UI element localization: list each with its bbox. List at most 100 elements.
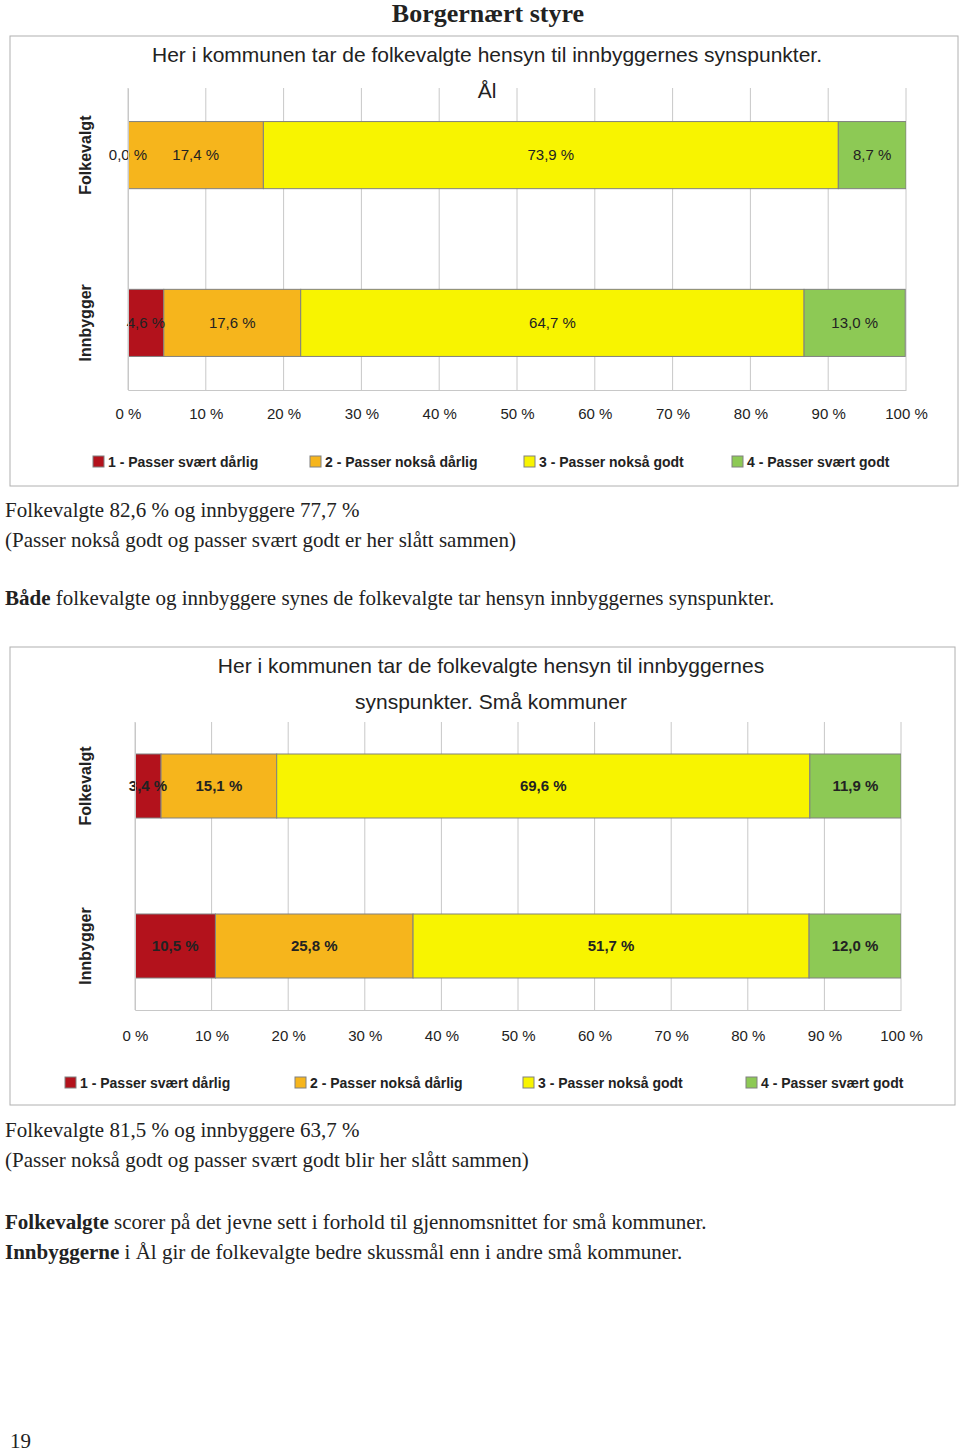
y-axis: Folkevalgt Innbygger bbox=[77, 89, 129, 391]
tick: 100 % bbox=[885, 405, 928, 422]
data-labels: 0,0 %4,6 %17,4 %17,6 %73,9 %64,7 %8,7 %1… bbox=[109, 146, 892, 331]
legend-swatch bbox=[295, 1077, 306, 1088]
tick-label: 30 % bbox=[345, 405, 379, 422]
tick-label: 10 % bbox=[195, 1027, 229, 1044]
bar bbox=[810, 754, 901, 818]
tick-label: 20 % bbox=[272, 1027, 306, 1044]
text-run: Både bbox=[5, 586, 51, 610]
data-label: 10,5 % bbox=[152, 937, 199, 954]
legend-item: 2 - Passer nokså dårlig bbox=[295, 1075, 463, 1091]
bar bbox=[413, 914, 809, 978]
grid-line bbox=[135, 722, 136, 1010]
legend-swatch bbox=[732, 456, 743, 467]
paragraph: Innbyggerne i Ål gir de folkevalgte bedr… bbox=[5, 1240, 682, 1264]
legend-label: 4 - Passer svært godt bbox=[761, 1075, 904, 1091]
tick: 60 % bbox=[578, 1027, 612, 1044]
axis-line bbox=[129, 390, 907, 391]
tick: 40 % bbox=[425, 1027, 459, 1044]
tick: Innbygger bbox=[77, 907, 94, 984]
x-axis: 0 %10 %20 %30 %40 %50 %60 %70 %80 %90 %1… bbox=[123, 1011, 923, 1044]
x-axis: 0 % 10 % 20 % 30 % 40 % 50 % 60 % 70 % 80 % 90 % 1… bbox=[116, 391, 928, 422]
paragraph: Folkevalgte 81,5 % og innbyggere 63,7 % bbox=[5, 1118, 360, 1142]
text-run: i Ål gir de folkevalgte bedre skussmål e… bbox=[119, 1240, 682, 1264]
tick: 20 % bbox=[272, 1027, 306, 1044]
data-label: 8,7 % bbox=[853, 146, 891, 163]
chart-title: Her i kommunen tar de folkevalgte hensyn… bbox=[218, 654, 764, 713]
tick: 70 % bbox=[655, 1027, 689, 1044]
text-run: Folkevalgte bbox=[5, 1210, 109, 1234]
bar bbox=[809, 914, 901, 978]
tick-label: 10 % bbox=[189, 405, 223, 422]
bar bbox=[838, 122, 906, 189]
page-number: 19 bbox=[10, 1429, 31, 1452]
tick-label: 90 % bbox=[812, 405, 846, 422]
tick: 0 % bbox=[123, 1027, 149, 1044]
chart: Her i kommunen tar de folkevalgte hensyn… bbox=[10, 36, 958, 486]
data-label: 17,4 % bbox=[172, 146, 219, 163]
data-label: 4,6 % bbox=[127, 314, 165, 331]
data-labels: 3,4 %10,5 %15,1 %25,8 %69,6 %51,7 %11,9 … bbox=[129, 777, 879, 954]
data-label: 13,0 % bbox=[831, 314, 878, 331]
page-title: Borgernært styre bbox=[392, 0, 584, 28]
legend-item: 3 - Passer nokså godt bbox=[524, 454, 684, 470]
legend-swatch bbox=[310, 456, 321, 467]
legend-item: 1 - Passer svært dårlig bbox=[93, 454, 258, 470]
tick-label: 80 % bbox=[731, 1027, 765, 1044]
text-run: (Passer nokså godt og passer svært godt … bbox=[5, 1148, 529, 1172]
tick: 70 % bbox=[656, 405, 690, 422]
tick-label: 30 % bbox=[348, 1027, 382, 1044]
chart-subtitle: Ål bbox=[478, 79, 497, 102]
y-axis: Folkevalgt Innbygger bbox=[77, 723, 136, 1011]
data-label: 17,6 % bbox=[209, 314, 256, 331]
tick-label: 50 % bbox=[500, 405, 534, 422]
bar bbox=[128, 122, 263, 189]
tick: 80 % bbox=[734, 405, 768, 422]
tick: 80 % bbox=[731, 1027, 765, 1044]
tick-label: 70 % bbox=[655, 1027, 689, 1044]
data-label: 51,7 % bbox=[588, 937, 635, 954]
tick-label: 0 % bbox=[116, 405, 142, 422]
tick: Innbygger bbox=[77, 284, 94, 361]
tick: 90 % bbox=[808, 1027, 842, 1044]
bars bbox=[135, 754, 901, 978]
legend-swatch bbox=[746, 1077, 757, 1088]
tick-label: 60 % bbox=[578, 405, 612, 422]
legend-swatch bbox=[65, 1077, 76, 1088]
legend-item: 1 - Passer svært dårlig bbox=[65, 1075, 230, 1091]
tick: 10 % bbox=[189, 405, 223, 422]
category-label: Innbygger bbox=[77, 284, 94, 361]
legend-label: 3 - Passer nokså godt bbox=[538, 1075, 683, 1091]
tick: 50 % bbox=[501, 1027, 535, 1044]
grid bbox=[128, 88, 906, 390]
grid bbox=[135, 722, 901, 1010]
paragraph: (Passer nokså godt og passer svært godt … bbox=[5, 1148, 529, 1172]
category-label: Folkevalgt bbox=[77, 746, 94, 826]
data-label: 12,0 % bbox=[832, 937, 879, 954]
legend-swatch bbox=[524, 456, 535, 467]
data-label: 69,6 % bbox=[520, 777, 567, 794]
chart-frame bbox=[10, 36, 958, 486]
tick: 60 % bbox=[578, 405, 612, 422]
legend-swatch bbox=[93, 456, 104, 467]
bar bbox=[263, 122, 838, 189]
text-run: Folkevalgte 81,5 % og innbyggere 63,7 % bbox=[5, 1118, 360, 1142]
paragraph: (Passer nokså godt og passer svært godt … bbox=[5, 528, 516, 552]
bar bbox=[804, 289, 905, 356]
chart: Her i kommunen tar de folkevalgte hensyn… bbox=[10, 647, 955, 1105]
tick: 40 % bbox=[423, 405, 457, 422]
bar bbox=[164, 289, 301, 356]
tick-label: 100 % bbox=[885, 405, 928, 422]
tick: 90 % bbox=[812, 405, 846, 422]
category-label: Folkevalgt bbox=[77, 115, 94, 195]
grid-line bbox=[128, 88, 129, 390]
tick-label: 40 % bbox=[423, 405, 457, 422]
tick-label: 80 % bbox=[734, 405, 768, 422]
text-run: (Passer nokså godt og passer svært godt … bbox=[5, 528, 516, 552]
legend-item: 3 - Passer nokså godt bbox=[523, 1075, 683, 1091]
tick: 20 % bbox=[267, 405, 301, 422]
tick-label: 40 % bbox=[425, 1027, 459, 1044]
legend-label: 4 - Passer svært godt bbox=[747, 454, 890, 470]
tick-label: 70 % bbox=[656, 405, 690, 422]
tick: 30 % bbox=[345, 405, 379, 422]
chart-frame bbox=[10, 647, 955, 1105]
